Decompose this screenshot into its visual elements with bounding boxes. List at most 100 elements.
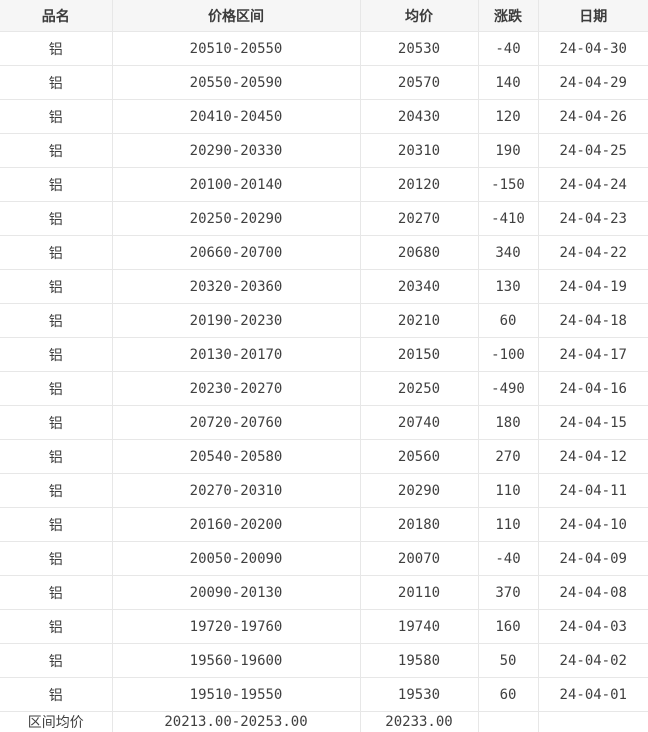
- cell-range: 20410-20450: [112, 99, 361, 134]
- table-row: 铝 20720-20760 20740 180 24-04-15: [0, 405, 648, 440]
- cell-range: 20270-20310: [112, 473, 361, 508]
- cell-avg: 20340: [360, 269, 479, 304]
- table-row: 铝 20550-20590 20570 140 24-04-29: [0, 65, 648, 100]
- cell-range: 20510-20550: [112, 31, 361, 66]
- cell-date: 24-04-26: [538, 99, 648, 134]
- cell-name: 铝: [0, 473, 113, 508]
- cell-range: 20050-20090: [112, 541, 361, 576]
- cell-date: 24-04-23: [538, 201, 648, 236]
- cell-avg: 20430: [360, 99, 479, 134]
- cell-change: 60: [478, 303, 539, 338]
- cell-range: 20160-20200: [112, 507, 361, 542]
- column-header-avg: 均价: [360, 0, 479, 32]
- cell-change: 110: [478, 507, 539, 542]
- table-header: 品名 价格区间 均价 涨跌 日期: [0, 0, 648, 32]
- cell-range: 20190-20230: [112, 303, 361, 338]
- cell-name: 铝: [0, 337, 113, 372]
- table-row: 铝 20100-20140 20120 -150 24-04-24: [0, 167, 648, 202]
- column-header-name: 品名: [0, 0, 113, 32]
- column-header-range: 价格区间: [112, 0, 361, 32]
- cell-range: 20100-20140: [112, 167, 361, 202]
- cell-date: 24-04-25: [538, 133, 648, 168]
- cell-avg: 20110: [360, 575, 479, 610]
- table-row: 铝 20050-20090 20070 -40 24-04-09: [0, 541, 648, 576]
- cell-date: 24-04-16: [538, 371, 648, 406]
- table-row: 铝 20290-20330 20310 190 24-04-25: [0, 133, 648, 168]
- cell-name: 铝: [0, 31, 113, 66]
- cell-avg: 20070: [360, 541, 479, 576]
- cell-range: 20230-20270: [112, 371, 361, 406]
- cell-name: 铝: [0, 65, 113, 100]
- cell-date: 24-04-02: [538, 643, 648, 678]
- cell-date: 24-04-30: [538, 31, 648, 66]
- cell-range: 20720-20760: [112, 405, 361, 440]
- cell-date: 24-04-29: [538, 65, 648, 100]
- cell-date: 24-04-08: [538, 575, 648, 610]
- cell-avg: 19580: [360, 643, 479, 678]
- table-body: 铝 20510-20550 20530 -40 24-04-30 铝 20550-20590…: [0, 31, 648, 712]
- cell-change: 50: [478, 643, 539, 678]
- cell-avg: 20680: [360, 235, 479, 270]
- cell-avg: 20290: [360, 473, 479, 508]
- column-header-date: 日期: [538, 0, 648, 32]
- header-row: 品名 价格区间 均价 涨跌 日期: [0, 0, 648, 32]
- cell-name: 铝: [0, 371, 113, 406]
- cell-change: 160: [478, 609, 539, 644]
- cell-avg: 20310: [360, 133, 479, 168]
- cell-change: 190: [478, 133, 539, 168]
- cell-range: 19510-19550: [112, 677, 361, 712]
- cell-change: -40: [478, 541, 539, 576]
- table-row: 铝 20190-20230 20210 60 24-04-18: [0, 303, 648, 338]
- cell-avg: 20570: [360, 65, 479, 100]
- table-row: 铝 19720-19760 19740 160 24-04-03: [0, 609, 648, 644]
- cell-date: 24-04-17: [538, 337, 648, 372]
- cell-date: 24-04-03: [538, 609, 648, 644]
- cell-range: 20130-20170: [112, 337, 361, 372]
- cell-change: 270: [478, 439, 539, 474]
- cell-avg: 20560: [360, 439, 479, 474]
- cell-name: 铝: [0, 575, 113, 610]
- table-row: 铝 20130-20170 20150 -100 24-04-17: [0, 337, 648, 372]
- table-row: 铝 20230-20270 20250 -490 24-04-16: [0, 371, 648, 406]
- cell-change: 140: [478, 65, 539, 100]
- cell-date: 24-04-01: [538, 677, 648, 712]
- cell-avg: 20270: [360, 201, 479, 236]
- cell-change: -410: [478, 201, 539, 236]
- cell-name: 铝: [0, 99, 113, 134]
- cell-name: 铝: [0, 269, 113, 304]
- footer-cell-change: [478, 711, 539, 732]
- cell-change: 60: [478, 677, 539, 712]
- cell-range: 19560-19600: [112, 643, 361, 678]
- cell-range: 19720-19760: [112, 609, 361, 644]
- cell-avg: 20120: [360, 167, 479, 202]
- cell-change: 110: [478, 473, 539, 508]
- cell-date: 24-04-15: [538, 405, 648, 440]
- table-row: 铝 20660-20700 20680 340 24-04-22: [0, 235, 648, 270]
- cell-range: 20250-20290: [112, 201, 361, 236]
- cell-change: -40: [478, 31, 539, 66]
- table-footer: 区间均价 20213.00-20253.00 20233.00: [0, 711, 648, 732]
- cell-name: 铝: [0, 507, 113, 542]
- table-row: 铝 20510-20550 20530 -40 24-04-30: [0, 31, 648, 66]
- cell-name: 铝: [0, 677, 113, 712]
- cell-change: -150: [478, 167, 539, 202]
- cell-avg: 20150: [360, 337, 479, 372]
- cell-change: 180: [478, 405, 539, 440]
- table-row: 铝 19510-19550 19530 60 24-04-01: [0, 677, 648, 712]
- cell-avg: 20250: [360, 371, 479, 406]
- footer-cell-range: 20213.00-20253.00: [112, 711, 361, 732]
- cell-date: 24-04-10: [538, 507, 648, 542]
- cell-change: 340: [478, 235, 539, 270]
- cell-range: 20550-20590: [112, 65, 361, 100]
- cell-name: 铝: [0, 405, 113, 440]
- table-row: 铝 20410-20450 20430 120 24-04-26: [0, 99, 648, 134]
- table-row: 铝 20320-20360 20340 130 24-04-19: [0, 269, 648, 304]
- cell-name: 铝: [0, 133, 113, 168]
- cell-name: 铝: [0, 303, 113, 338]
- cell-name: 铝: [0, 167, 113, 202]
- table-row: 铝 19560-19600 19580 50 24-04-02: [0, 643, 648, 678]
- cell-date: 24-04-12: [538, 439, 648, 474]
- cell-avg: 19530: [360, 677, 479, 712]
- table-row: 铝 20540-20580 20560 270 24-04-12: [0, 439, 648, 474]
